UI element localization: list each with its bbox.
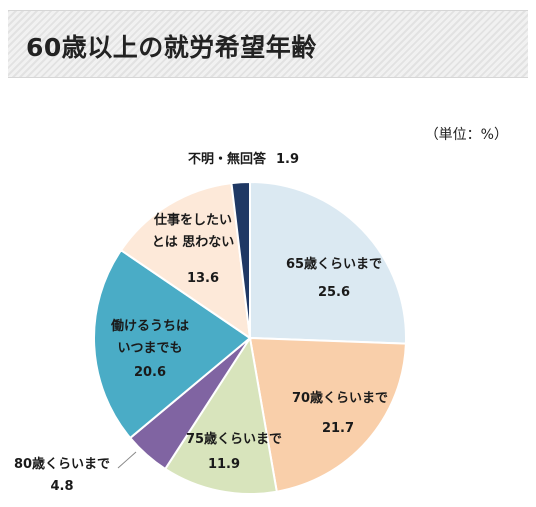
- slice-value: 1.9: [276, 152, 299, 167]
- slice-label: 仕事をしたい: [153, 212, 232, 228]
- slice-label: 70歳くらいまで: [292, 390, 388, 406]
- slice-label: 不明・無回答: [188, 151, 267, 167]
- leader-line: [117, 451, 137, 469]
- title-banner: 60歳以上の就労希望年齢: [8, 10, 528, 78]
- pie-slice: [249, 180, 407, 345]
- pie-slice: [119, 181, 252, 341]
- pie-slice: [248, 336, 407, 493]
- slice-value: 11.9: [208, 457, 240, 472]
- slice-label: とは 思わない: [152, 235, 235, 250]
- slice-value: 21.7: [322, 421, 354, 436]
- slice-value: 13.6: [187, 271, 219, 286]
- slice-value: 25.6: [318, 285, 350, 300]
- slice-value: 20.6: [134, 365, 166, 380]
- pie-slice: [93, 248, 252, 440]
- chart-title: 60歳以上の就労希望年齢: [26, 33, 317, 62]
- slice-label: 働けるうちは: [110, 318, 189, 334]
- slice-label: いつまでも: [117, 341, 182, 356]
- slice-label: 80歳くらいまで: [14, 456, 110, 472]
- unit-label: （単位：%）: [424, 127, 508, 143]
- slice-label: 65歳くらいまで: [286, 256, 382, 272]
- slice-label: 75歳くらいまで: [186, 431, 282, 447]
- pie-slice: [163, 335, 278, 495]
- pie-slice: [230, 180, 251, 339]
- slice-value: 4.8: [50, 479, 73, 494]
